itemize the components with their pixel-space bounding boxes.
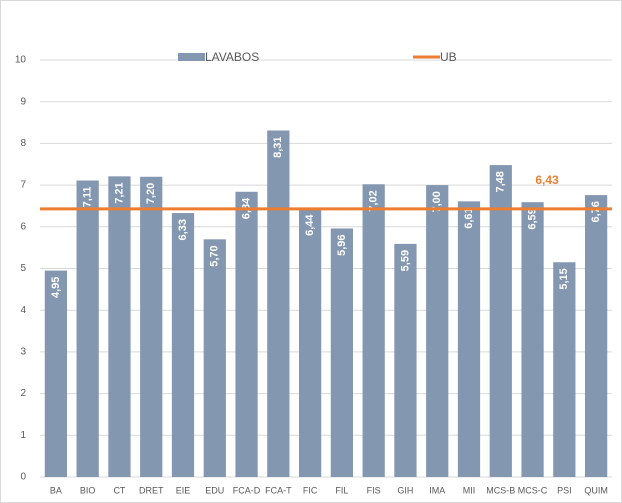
data-label: 7,11 bbox=[82, 187, 94, 208]
data-label: 6,33 bbox=[177, 219, 189, 240]
bar bbox=[362, 184, 385, 478]
bar bbox=[76, 180, 99, 477]
x-tick-label: FIL bbox=[335, 485, 348, 495]
bar bbox=[140, 176, 163, 477]
reference-label: 6,43 bbox=[535, 173, 559, 187]
bar bbox=[521, 202, 544, 477]
data-label: 7,20 bbox=[145, 183, 157, 204]
data-label: 6,59 bbox=[526, 208, 538, 229]
x-tick-label: CT bbox=[113, 485, 125, 495]
bar bbox=[426, 185, 449, 477]
data-label: 4,95 bbox=[50, 277, 62, 298]
legend-label: UB bbox=[440, 50, 457, 64]
legend-label: LAVABOS bbox=[205, 50, 259, 64]
x-tick-label: EIE bbox=[176, 485, 191, 495]
bar bbox=[584, 195, 608, 477]
bar bbox=[44, 270, 68, 477]
data-label: 7,00 bbox=[431, 191, 443, 212]
data-label: 7,21 bbox=[113, 182, 125, 203]
x-tick-label: DRET bbox=[139, 485, 164, 495]
bar bbox=[203, 239, 226, 477]
y-tick-label: 2 bbox=[20, 388, 26, 399]
bar bbox=[489, 165, 512, 478]
x-tick-label: GIH bbox=[397, 485, 413, 495]
x-tick-label: FIC bbox=[303, 485, 318, 495]
data-label: 5,59 bbox=[399, 250, 411, 271]
legend-swatch bbox=[178, 53, 205, 61]
y-tick-label: 7 bbox=[20, 180, 26, 191]
data-label: 5,15 bbox=[558, 268, 570, 289]
data-label: 6,61 bbox=[463, 207, 475, 228]
x-tick-label: BIO bbox=[80, 485, 96, 495]
x-tick-label: FIS bbox=[367, 485, 381, 495]
bar bbox=[267, 130, 290, 477]
y-tick-label: 6 bbox=[20, 221, 26, 232]
y-tick-label: 0 bbox=[20, 472, 26, 483]
bar bbox=[235, 191, 258, 477]
data-label: 7,02 bbox=[368, 190, 380, 211]
bar bbox=[394, 243, 417, 477]
data-label: 7,48 bbox=[495, 171, 507, 192]
x-tick-label: EDU bbox=[205, 485, 224, 495]
data-label: 5,70 bbox=[209, 245, 221, 266]
x-tick-label: MCS-C bbox=[518, 485, 548, 495]
bar bbox=[330, 228, 354, 477]
x-tick-label: MII bbox=[463, 485, 476, 495]
y-tick-label: 5 bbox=[20, 263, 26, 274]
x-tick-label: FCA-D bbox=[233, 485, 261, 495]
y-tick-label: 1 bbox=[20, 430, 26, 441]
data-label: 5,96 bbox=[336, 234, 348, 255]
x-tick-label: PSI bbox=[557, 485, 572, 495]
bar bbox=[298, 208, 322, 477]
y-tick-label: 3 bbox=[20, 347, 26, 358]
x-tick-label: FCA-T bbox=[265, 485, 292, 495]
y-tick-label: 4 bbox=[20, 305, 26, 316]
data-label: 6,76 bbox=[590, 201, 602, 222]
bar bbox=[108, 176, 131, 477]
y-tick-label: 8 bbox=[20, 138, 26, 149]
x-tick-label: QUIM bbox=[584, 485, 608, 495]
bar bbox=[171, 213, 195, 477]
y-tick-label: 9 bbox=[20, 96, 26, 107]
data-label: 8,31 bbox=[272, 136, 284, 157]
x-tick-label: IMA bbox=[429, 485, 445, 495]
x-tick-label: BA bbox=[50, 485, 62, 495]
data-label: 6,44 bbox=[304, 214, 316, 236]
bar bbox=[553, 262, 576, 477]
y-tick-label: 10 bbox=[15, 55, 27, 66]
bar bbox=[457, 201, 481, 477]
x-tick-label: MCS-B bbox=[486, 485, 515, 495]
